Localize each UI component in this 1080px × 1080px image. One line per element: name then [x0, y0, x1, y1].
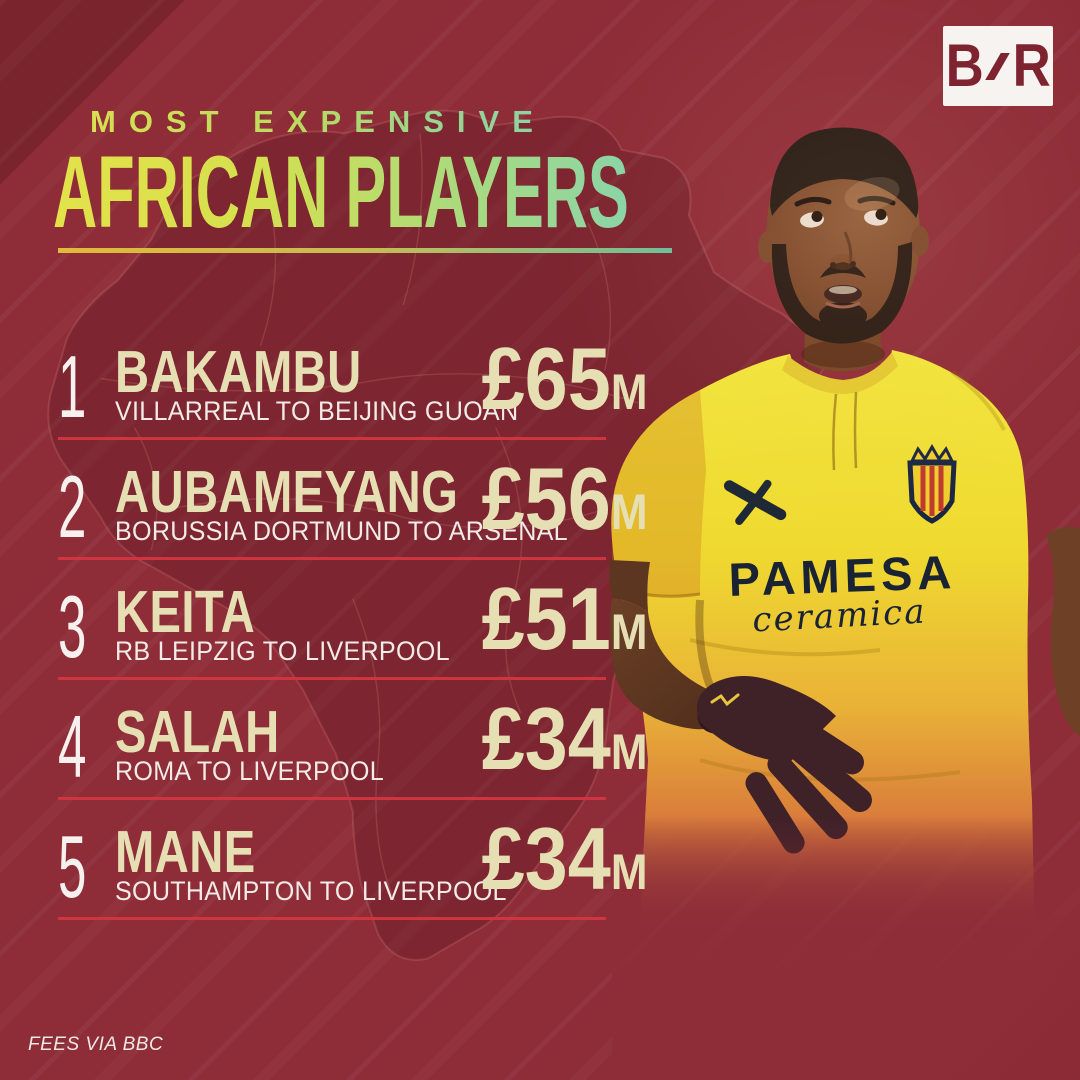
ranking-row-5: 5 MANE SOUTHAMPTON TO LIVERPOOL £34M [58, 814, 647, 934]
logo-letter-b: B [945, 32, 984, 99]
player-name: BAKAMBU [115, 339, 362, 405]
ranking-row-1: 1 BAKAMBU VILLARREAL TO BEIJING GUOAN £6… [58, 334, 647, 454]
logo-letter-r: R [1012, 32, 1051, 99]
rank-number: 4 [58, 697, 87, 796]
ranking-list: 1 BAKAMBU VILLARREAL TO BEIJING GUOAN £6… [58, 334, 647, 934]
rank-number: 3 [58, 577, 87, 676]
page-title: AFRICAN PLAYERS [53, 135, 629, 249]
title-underline [58, 248, 672, 253]
transfer-fee: £34M [481, 809, 647, 908]
row-divider [58, 797, 606, 800]
ranking-row-3: 3 KEITA RB LEIPZIG TO LIVERPOOL £51M [58, 574, 647, 694]
africa-outline [47, 109, 827, 961]
ranking-row-2: 2 AUBAMEYANG BORUSSIA DORTMUND TO ARSENA… [58, 454, 647, 574]
row-divider [58, 437, 606, 440]
fee-suffix: M [610, 724, 647, 780]
xtep-logo-icon [723, 479, 787, 525]
eyebrows [794, 195, 896, 207]
eyes [800, 209, 888, 228]
transfer-route: SOUTHAMPTON TO LIVERPOOL [115, 876, 507, 906]
kicker-text: MOST EXPENSIVE [90, 104, 546, 139]
bleacher-report-logo: B R [943, 26, 1053, 106]
far-arm [1046, 526, 1080, 736]
transfer-route: ROMA TO LIVERPOOL [115, 756, 384, 786]
country-borders [100, 133, 639, 902]
shirt-sponsor-subtext: ceramica [751, 591, 927, 640]
transfer-fee: £34M [481, 689, 647, 788]
glove-logo-mark [710, 693, 740, 707]
player-name: SALAH [115, 699, 280, 765]
shirt-sponsor-text: PAMESA [728, 545, 957, 606]
source-note: FEES VIA BBC [28, 1034, 164, 1055]
player-name: MANE [115, 819, 256, 885]
transfer-fee: £51M [481, 569, 647, 668]
right-ear [911, 226, 929, 256]
fee-suffix: M [610, 364, 647, 420]
fee-suffix: M [610, 604, 647, 660]
beard [771, 242, 913, 344]
rank-number: 2 [58, 457, 87, 556]
player-name: AUBAMEYANG [115, 459, 459, 525]
row-divider [58, 677, 606, 680]
player-head [758, 127, 929, 372]
rank-number: 5 [58, 817, 87, 916]
hair [770, 127, 919, 218]
shirt-collar [782, 352, 898, 471]
logo-slash-icon [985, 52, 1011, 80]
transfer-route: BORUSSIA DORTMUND TO ARSENAL [115, 516, 568, 546]
photo-fade-overlay [612, 815, 1080, 1080]
ranking-row-4: 4 SALAH ROMA TO LIVERPOOL £34M [58, 694, 647, 814]
player-name: KEITA [115, 579, 256, 645]
transfer-route: RB LEIPZIG TO LIVERPOOL [115, 636, 450, 666]
villarreal-crest [907, 444, 957, 524]
transfer-route: VILLARREAL TO BEIJING GUOAN [115, 396, 519, 426]
transfer-fee: £65M [481, 329, 647, 428]
rank-number: 1 [58, 337, 87, 436]
row-divider [58, 557, 606, 560]
fee-suffix: M [610, 844, 647, 900]
fee-suffix: M [610, 484, 647, 540]
row-divider [58, 917, 606, 920]
transfer-fee: £56M [481, 449, 647, 548]
